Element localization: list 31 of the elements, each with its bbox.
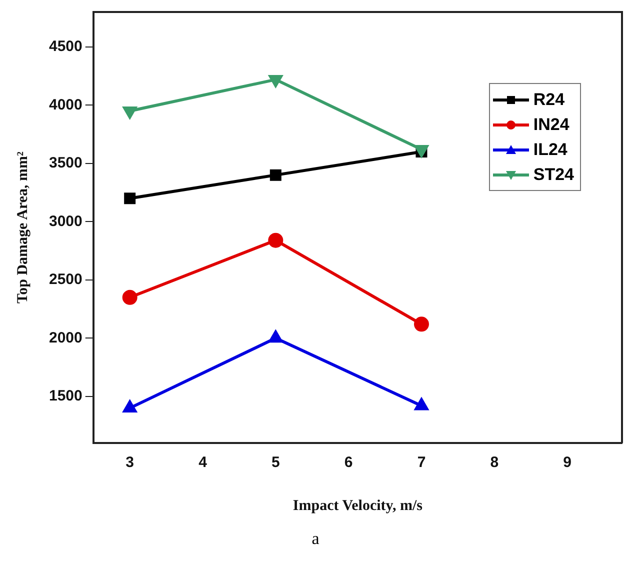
point bbox=[268, 232, 284, 248]
legend-label: ST24 bbox=[533, 164, 574, 184]
y-tick-label: 3500 bbox=[48, 154, 82, 172]
x-axis-title: Impact Velocity, m/s bbox=[292, 498, 423, 514]
y-tick-label: 1500 bbox=[48, 388, 82, 405]
point bbox=[414, 316, 429, 332]
point bbox=[124, 192, 136, 204]
x-tick-label: 4 bbox=[198, 454, 208, 472]
x-tick-label: 5 bbox=[271, 454, 280, 472]
y-tick-label: 2500 bbox=[48, 271, 82, 288]
x-tick-label: 8 bbox=[490, 454, 499, 472]
point bbox=[414, 398, 428, 410]
x-tick-label: 3 bbox=[126, 454, 134, 472]
point bbox=[268, 330, 282, 343]
y-tick-label: 3000 bbox=[48, 212, 82, 230]
legend-label: IN24 bbox=[533, 114, 570, 134]
y-axis-title: Top Damage Area, mm² bbox=[14, 151, 31, 304]
y-tick-label: 2000 bbox=[48, 329, 82, 346]
point bbox=[123, 106, 137, 119]
x-tick-label: 9 bbox=[563, 454, 572, 472]
y-tick-label: 4500 bbox=[48, 38, 82, 56]
x-tick-label: 6 bbox=[344, 454, 353, 472]
legend-label: R24 bbox=[533, 90, 565, 110]
y-tick-label: 4000 bbox=[48, 96, 82, 114]
point bbox=[123, 400, 137, 413]
legend-label: IL24 bbox=[533, 140, 568, 160]
point bbox=[122, 290, 138, 305]
point bbox=[270, 169, 282, 181]
x-tick-label: 7 bbox=[417, 454, 426, 472]
text: a bbox=[310, 529, 320, 549]
point bbox=[268, 75, 282, 88]
